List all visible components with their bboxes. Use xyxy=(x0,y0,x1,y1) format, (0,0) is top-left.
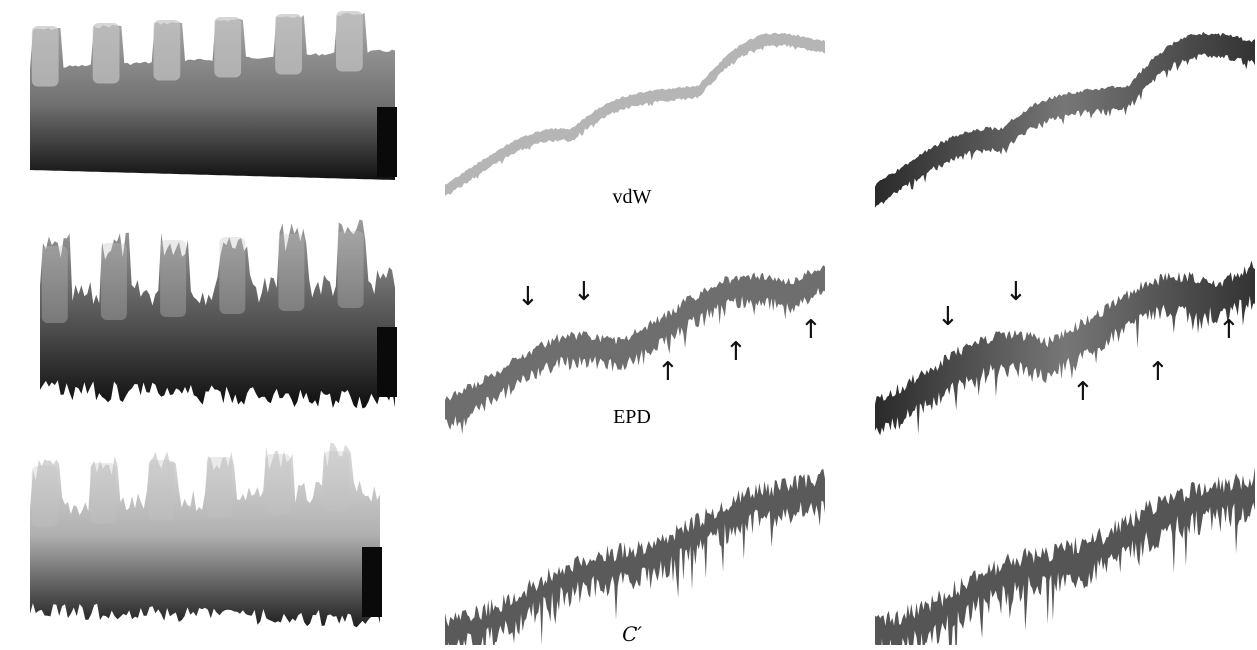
surface-cprime-left-surface xyxy=(30,442,380,628)
surface-epd-left-tooth xyxy=(160,240,187,317)
strip-epd-right xyxy=(875,260,1255,436)
strip-vdw-mid-profile xyxy=(445,32,825,196)
surface-epd-left-tooth xyxy=(100,243,127,320)
surface-epd-left-tooth xyxy=(337,231,364,308)
surface-vdw-left-tooth xyxy=(153,20,181,81)
arrow-up-icon: ↑ xyxy=(725,337,747,367)
surface-epd-left-tooth xyxy=(278,234,305,311)
surface-cprime-left-tooth xyxy=(206,457,233,518)
strip-vdw-right xyxy=(875,31,1255,208)
surface-vdw-left xyxy=(30,11,397,181)
surface-epd-left xyxy=(40,219,397,409)
surface-epd-left-tooth xyxy=(219,237,246,314)
caption-vdw: vdW xyxy=(612,186,652,208)
surface-cprime-left-tooth xyxy=(90,463,116,524)
strip-cprime-mid xyxy=(445,468,825,650)
surface-vdw-left-end xyxy=(377,107,397,177)
arrow-down-icon: ↓ xyxy=(1005,277,1027,307)
arrow-up-icon: ↑ xyxy=(657,357,679,387)
surface-vdw-left-tooth xyxy=(214,17,242,78)
strip-epd-mid xyxy=(445,265,825,435)
surface-vdw-left-tooth xyxy=(336,11,363,72)
strip-vdw-mid xyxy=(445,32,825,196)
surface-vdw-left-tooth xyxy=(92,23,120,84)
arrow-down-icon: ↓ xyxy=(937,302,959,332)
surface-cprime-left xyxy=(30,442,382,628)
surface-cprime-left-end xyxy=(362,547,382,617)
strip-cprime-mid-profile xyxy=(445,468,825,650)
strip-cprime-right xyxy=(875,466,1255,650)
arrow-up-icon: ↑ xyxy=(1147,357,1169,387)
caption-c-prime: C′ xyxy=(622,622,642,646)
strip-epd-right-profile xyxy=(875,260,1255,436)
surface-vdw-left-surface xyxy=(30,12,395,181)
surface-cprime-left-tooth xyxy=(31,466,58,527)
arrow-up-icon: ↑ xyxy=(1218,315,1240,345)
strip-cprime-right-profile xyxy=(875,466,1255,650)
surface-cprime-left-tooth xyxy=(323,451,350,512)
arrow-down-icon: ↓ xyxy=(573,277,595,307)
arrow-up-icon: ↑ xyxy=(800,315,822,345)
surface-vdw-left-tooth xyxy=(31,26,59,87)
surface-epd-left-tooth xyxy=(41,246,68,323)
surface-cprime-left-tooth xyxy=(265,454,291,515)
caption-epd: EPD xyxy=(613,406,651,428)
arrow-down-icon: ↓ xyxy=(517,282,539,312)
strip-epd-mid-profile xyxy=(445,265,825,435)
surface-cprime-left-tooth xyxy=(148,460,175,521)
strip-vdw-right-profile xyxy=(875,31,1255,208)
surface-epd-left-surface xyxy=(40,219,395,409)
arrow-up-icon: ↑ xyxy=(1072,377,1094,407)
surface-vdw-left-tooth xyxy=(275,14,302,75)
surface-epd-left-end xyxy=(377,327,397,397)
